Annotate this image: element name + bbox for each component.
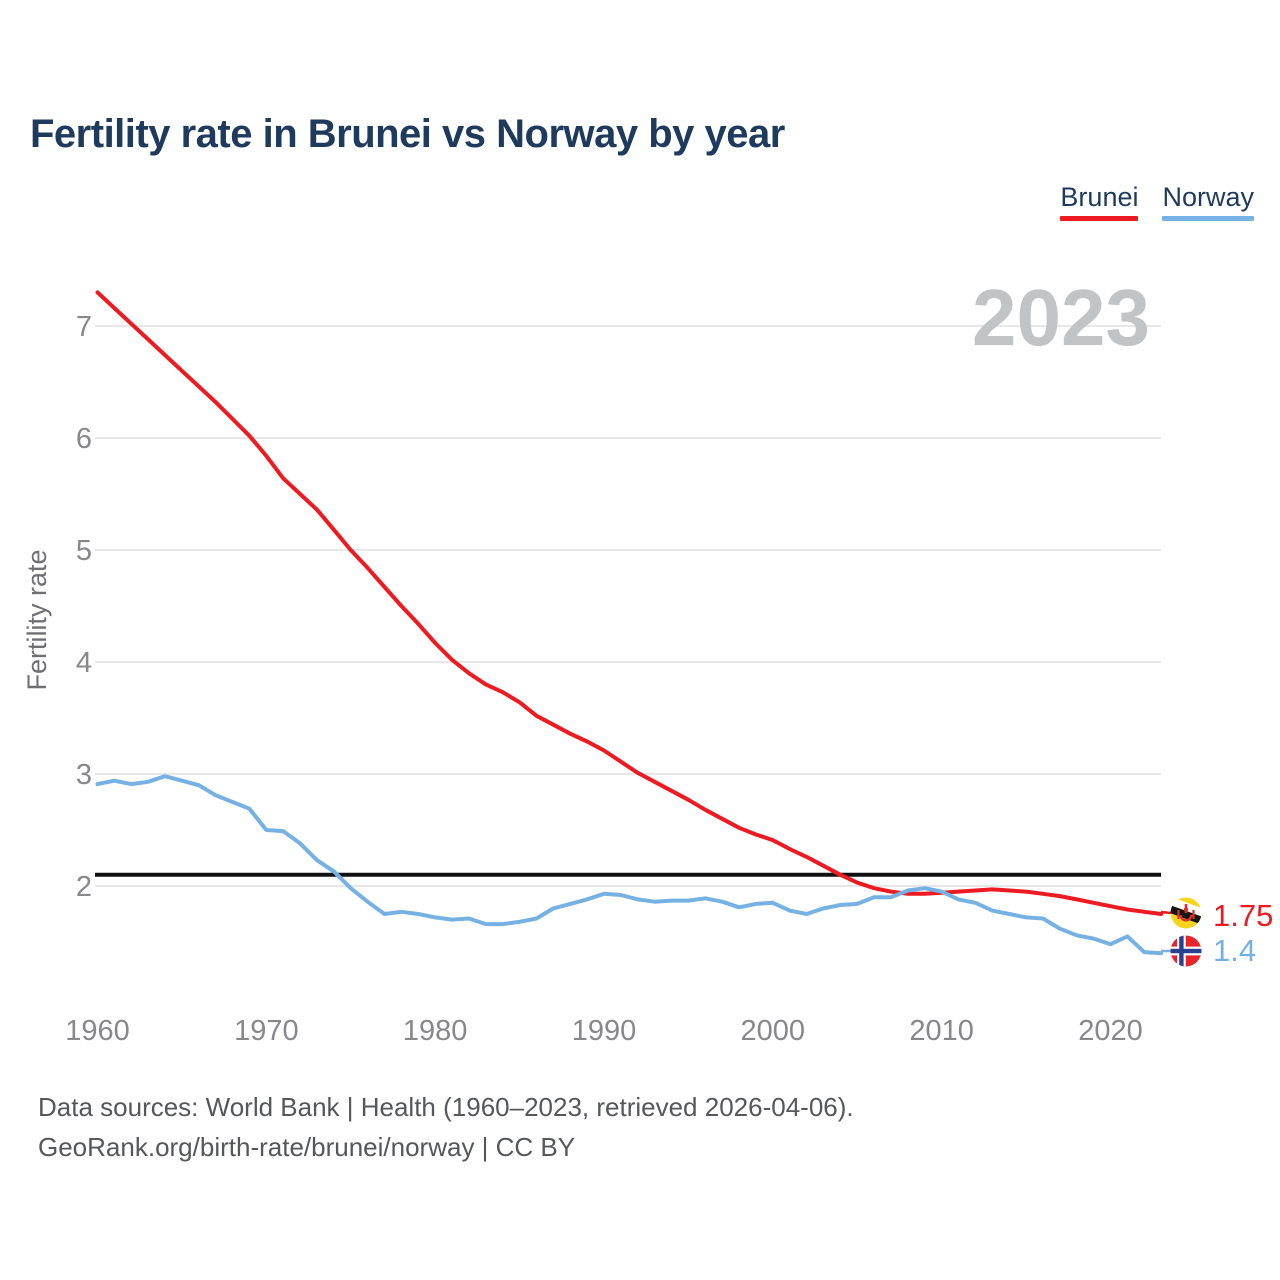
x-tick-label: 2020 [1078,1015,1143,1047]
y-tick-label: 3 [76,759,92,791]
footer: Data sources: World Bank | Health (1960–… [38,1087,854,1167]
attribution-text: GeoRank.org/birth-rate/brunei/norway | C… [38,1132,576,1162]
x-tick-label: 2000 [741,1015,806,1047]
y-tick-label: 6 [76,423,92,455]
legend-item-norway[interactable]: Norway [1162,182,1254,221]
axis-labels: 2 3 4 5 6 7 1960 1970 1980 1990 2000 2010 2020 [65,311,1142,1047]
legend-label-norway: Norway [1162,182,1254,212]
norway-end-value: 1.4 [1213,933,1257,968]
x-tick-label: 1970 [234,1015,299,1047]
norway-flag-icon [1170,935,1202,967]
y-tick-label: 5 [76,535,92,567]
y-tick-label: 2 [76,871,92,903]
legend-underline-brunei [1060,215,1139,221]
y-tick-label: 4 [76,647,92,679]
brunei-leader-line [1160,910,1172,915]
brunei-series-line [95,290,1164,916]
norway-series-line [95,774,1164,956]
x-tick-label: 1980 [403,1015,468,1047]
legend-underline-norway [1162,215,1254,221]
legend-item-brunei[interactable]: Brunei [1060,182,1139,221]
series-lines [95,290,1164,956]
y-tick-label: 7 [76,311,92,343]
data-sources-text: Data sources: World Bank | Health (1960–… [38,1092,854,1122]
gridlines [95,325,1161,887]
x-tick-label: 1990 [572,1015,637,1047]
y-axis-title: Fertility rate [22,549,52,690]
x-tick-label: 2010 [909,1015,974,1047]
legend-label-brunei: Brunei [1060,182,1139,212]
brunei-end-value: 1.75 [1213,898,1274,933]
year-watermark: 2023 [972,273,1150,362]
x-tick-label: 1960 [65,1015,130,1047]
legend: Brunei Norway [1060,182,1254,221]
page-title: Fertility rate in Brunei vs Norway by ye… [30,112,785,156]
brunei-flag-icon [1170,897,1202,929]
